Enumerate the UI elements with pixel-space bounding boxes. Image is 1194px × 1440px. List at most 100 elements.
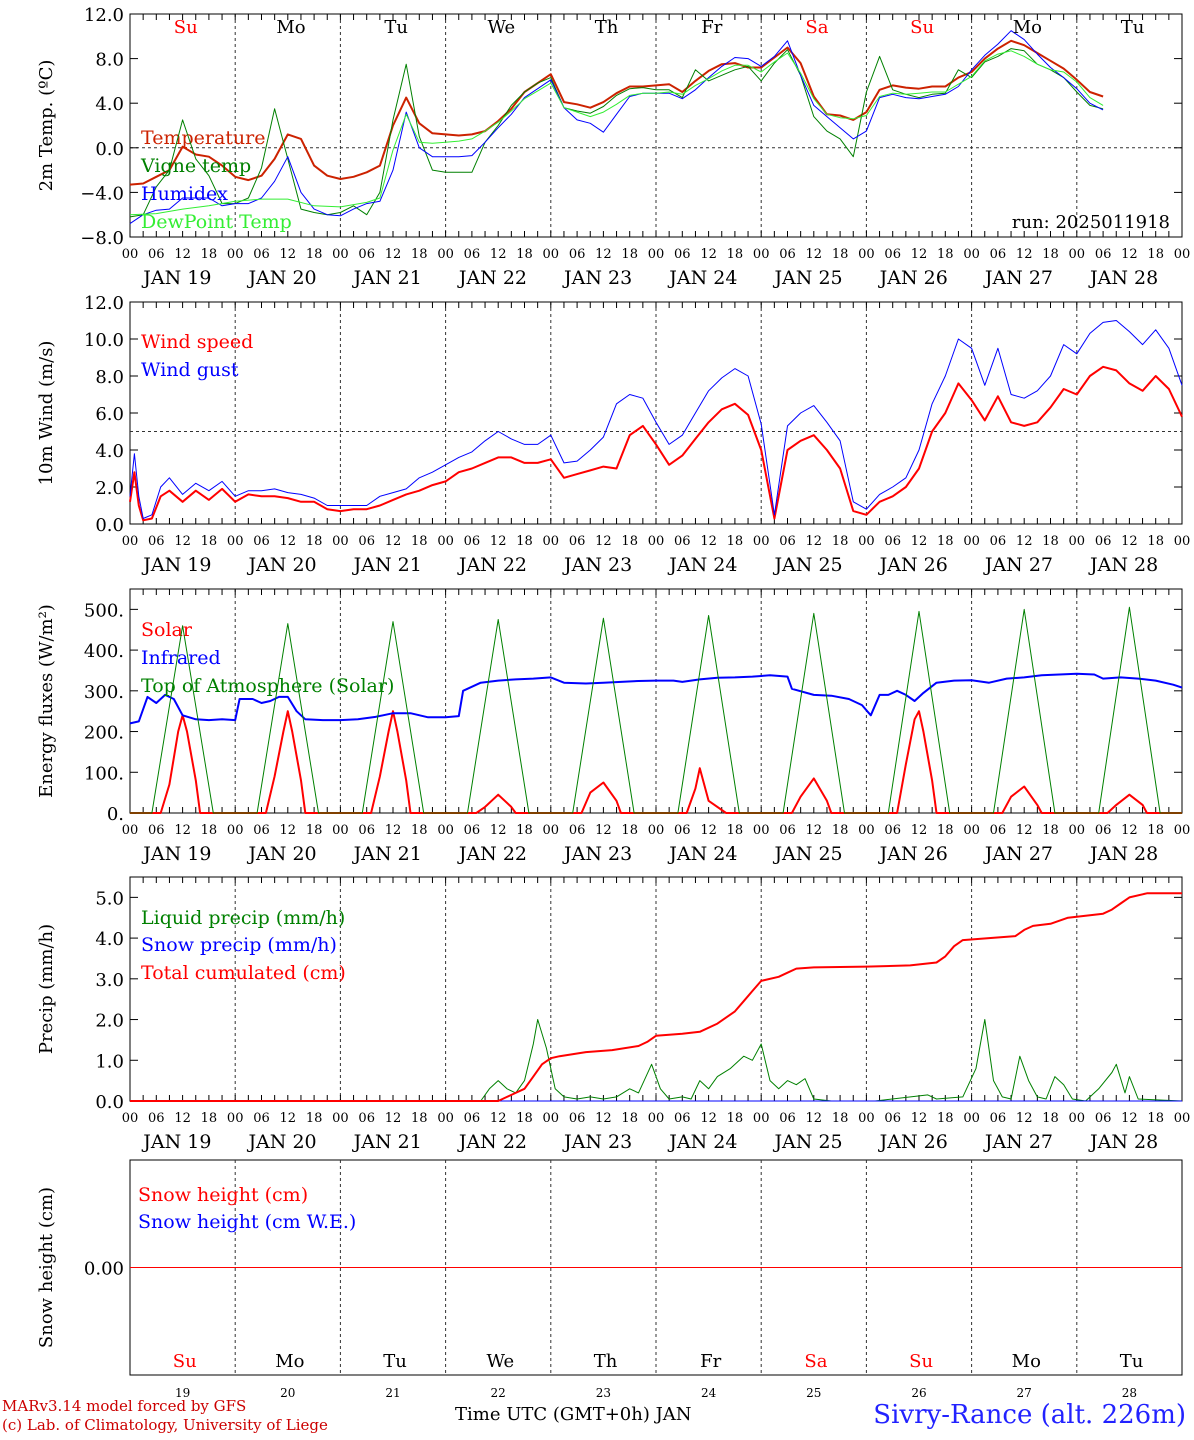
x-hour-label: 00 <box>1174 534 1191 549</box>
legend-item: Snow height (cm) <box>138 1184 308 1206</box>
legend-item: Snow height (cm W.E.) <box>138 1211 356 1233</box>
x-hour-label: 18 <box>621 823 638 838</box>
x-date-label: JAN 26 <box>878 1131 948 1153</box>
panel-1: 12.0 8.0 4.0 0.0 −4.0 −8.0 2m Temp. (ºC) Temper… <box>36 5 1190 289</box>
day-number-label: 23 <box>596 1386 611 1400</box>
credit-line-1: MARv3.14 model forced by GFS <box>2 1397 247 1415</box>
y-axis-label: Precip (mm/h) <box>36 924 57 1054</box>
x-hour-label: 00 <box>332 247 349 262</box>
day-name-label: Tu <box>383 1351 407 1372</box>
x-hour-label: 06 <box>464 823 481 838</box>
x-hour-label: 06 <box>253 247 270 262</box>
x-hour-label: 18 <box>1042 247 1059 262</box>
x-hour-label: 06 <box>1095 1111 1112 1126</box>
x-hour-label: 18 <box>832 247 849 262</box>
x-hour-label: 18 <box>727 1111 744 1126</box>
legend-item: Liquid precip (mm/h) <box>141 907 345 929</box>
x-hour-label: 12 <box>174 247 191 262</box>
x-hour-label: 00 <box>963 534 980 549</box>
x-hour-label: 18 <box>727 534 744 549</box>
x-hour-label: 00 <box>543 1111 560 1126</box>
x-hour-label: 00 <box>227 1111 244 1126</box>
x-hour-label: 00 <box>437 823 454 838</box>
day-name-label: Su <box>174 17 198 38</box>
y-tick-label: 100. <box>84 763 124 784</box>
x-hour-label: 06 <box>253 534 270 549</box>
x-hour-label: 06 <box>569 823 586 838</box>
x-axis-title: Time UTC (GMT+0h) JAN <box>455 1404 692 1425</box>
x-date-label: JAN 24 <box>667 554 737 576</box>
x-hour-label: 18 <box>832 534 849 549</box>
x-hour-label: 12 <box>1016 534 1033 549</box>
day-name-label: We <box>488 17 516 38</box>
x-hour-label: 18 <box>411 823 428 838</box>
x-hour-label: 18 <box>1147 534 1164 549</box>
x-hour-label: 18 <box>621 1111 638 1126</box>
panel-4: 5.0 4.0 3.0 2.0 1.0 0.0 Precip (mm/h) Liquid pr… <box>36 876 1191 1153</box>
x-hour-label: 12 <box>700 1111 717 1126</box>
x-hour-label: 12 <box>1016 823 1033 838</box>
series-line-1-4 <box>129 50 1104 216</box>
x-hour-label: 18 <box>411 1111 428 1126</box>
x-hour-label: 00 <box>963 823 980 838</box>
x-hour-label: 18 <box>937 1111 954 1126</box>
x-hour-label: 18 <box>1147 247 1164 262</box>
x-date-label: JAN 19 <box>141 267 211 289</box>
x-hour-label: 06 <box>884 823 901 838</box>
x-date-label: JAN 19 <box>141 1131 211 1153</box>
x-date-label: JAN 26 <box>878 267 948 289</box>
x-hour-label: 12 <box>280 247 297 262</box>
x-hour-label: 00 <box>122 247 139 262</box>
legend-item: Top of Atmosphere (Solar) <box>141 675 394 697</box>
y-tick-label: 3.0 <box>95 970 124 991</box>
y-tick-label: 12.0 <box>84 293 124 314</box>
x-hour-label: 00 <box>753 534 770 549</box>
x-date-label: JAN 20 <box>246 1131 316 1153</box>
x-hour-label: 00 <box>227 823 244 838</box>
x-date-label: JAN 23 <box>562 843 632 865</box>
x-hour-label: 12 <box>1121 247 1138 262</box>
x-hour-label: 12 <box>806 823 823 838</box>
y-tick-label: −8.0 <box>80 228 124 249</box>
x-hour-label: 00 <box>437 247 454 262</box>
legend-item: DewPoint Temp <box>141 211 292 233</box>
x-date-label: JAN 20 <box>246 267 316 289</box>
y-tick-label: −4.0 <box>80 183 124 204</box>
series-line-1-3 <box>129 30 1104 225</box>
day-name-label: Mo <box>1013 17 1042 38</box>
x-hour-label: 00 <box>648 247 665 262</box>
x-date-label: JAN 25 <box>772 554 842 576</box>
y-tick-label: 6.0 <box>95 404 124 425</box>
run-label: run: 2025011918 <box>1012 212 1170 233</box>
x-hour-label: 00 <box>227 247 244 262</box>
y-tick-label: 0.0 <box>95 1092 124 1113</box>
x-hour-label: 06 <box>674 823 691 838</box>
x-hour-label: 12 <box>174 534 191 549</box>
x-hour-label: 18 <box>1147 1111 1164 1126</box>
x-hour-label: 06 <box>674 1111 691 1126</box>
x-hour-label: 18 <box>937 247 954 262</box>
x-hour-label: 18 <box>201 534 218 549</box>
day-name-label: Sa <box>804 1351 827 1372</box>
x-hour-label: 00 <box>1174 1111 1191 1126</box>
x-hour-label: 12 <box>595 1111 612 1126</box>
day-name-label: Su <box>909 1351 933 1372</box>
panel-5: 0.00 Snow height (cm) Snow height (cm) Snow… <box>36 1159 1183 1400</box>
x-hour-label: 00 <box>122 823 139 838</box>
day-name-label: Su <box>173 1351 197 1372</box>
x-hour-label: 06 <box>674 247 691 262</box>
x-hour-label: 18 <box>201 823 218 838</box>
panel-3: 500. 400. 300. 200. 100. 0. Energy fluxes (W/m… <box>36 588 1190 865</box>
x-hour-label: 06 <box>358 534 375 549</box>
x-hour-label: 12 <box>595 823 612 838</box>
series-line-3-3 <box>130 606 1182 814</box>
day-name-label: Tu <box>384 17 408 38</box>
x-hour-label: 06 <box>464 1111 481 1126</box>
x-hour-label: 00 <box>437 534 454 549</box>
x-hour-label: 18 <box>201 247 218 262</box>
x-date-label: JAN 26 <box>878 554 948 576</box>
y-tick-label: 2.0 <box>95 1011 124 1032</box>
x-hour-label: 00 <box>963 1111 980 1126</box>
x-hour-label: 12 <box>700 247 717 262</box>
x-hour-label: 12 <box>174 823 191 838</box>
